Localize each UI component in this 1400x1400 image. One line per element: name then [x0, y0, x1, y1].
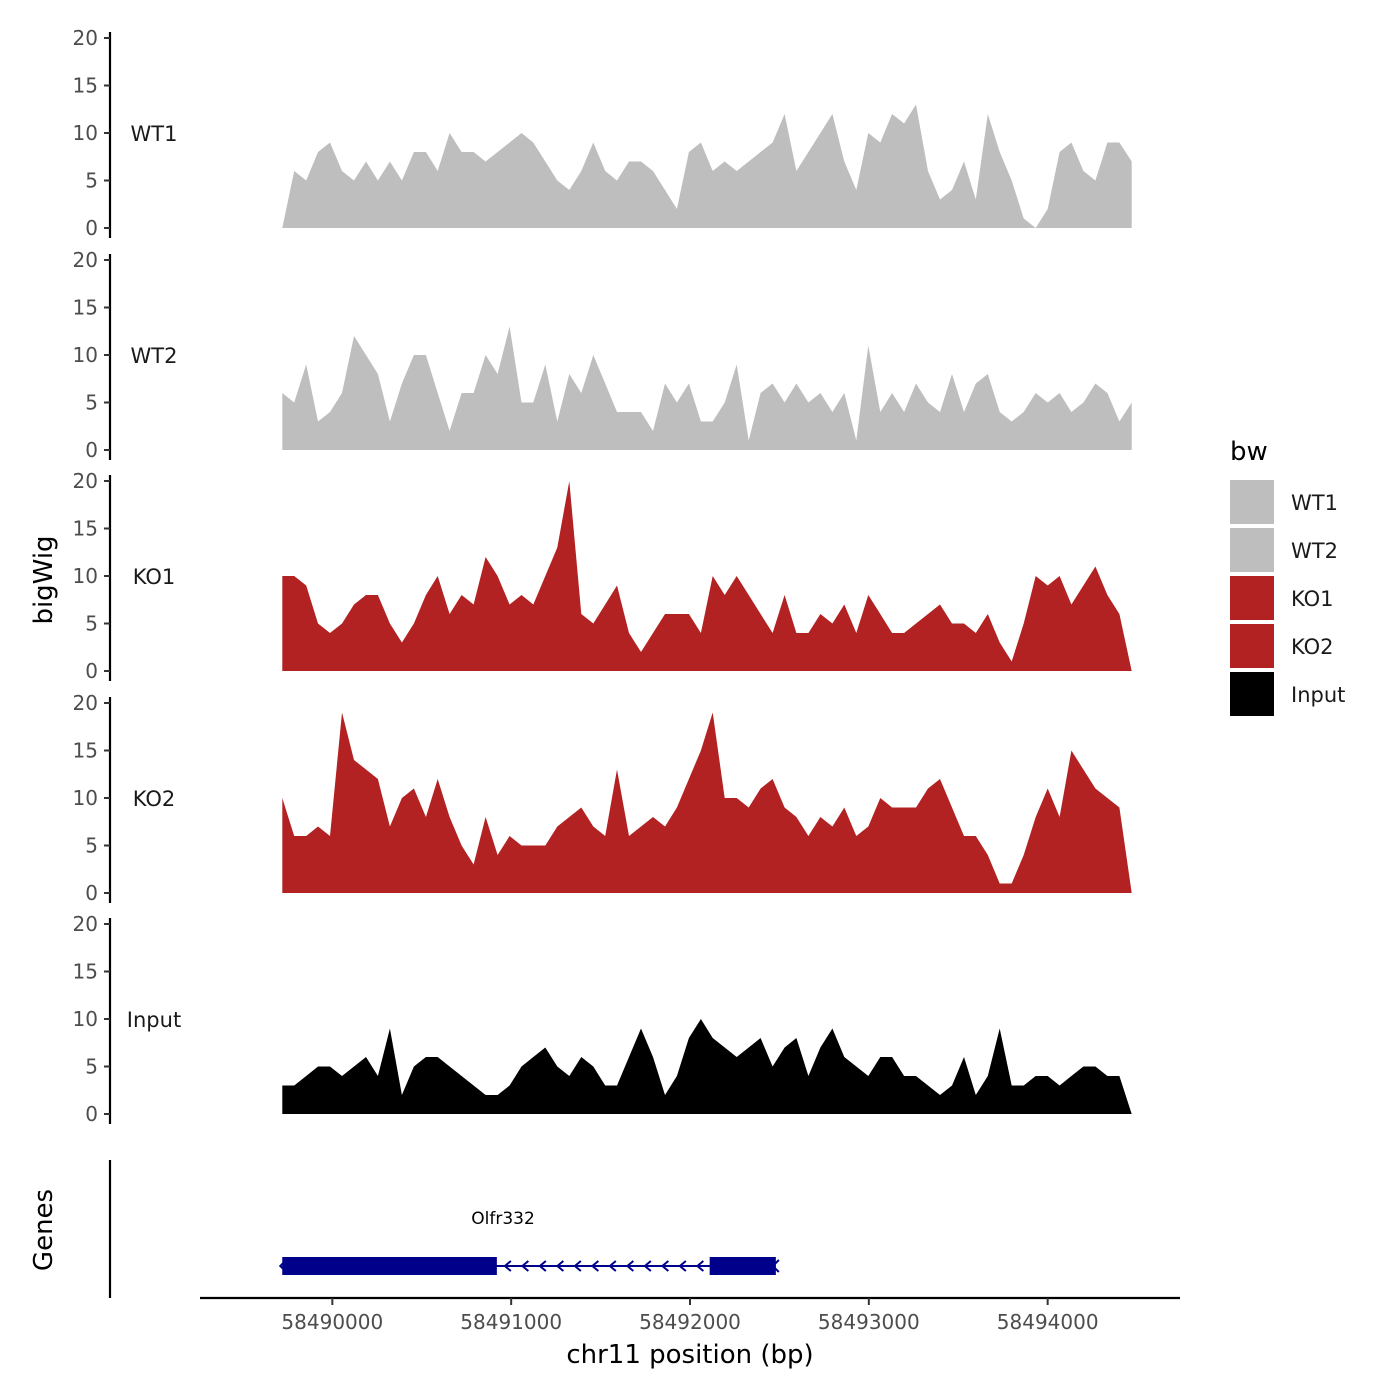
area-input — [282, 1019, 1132, 1114]
strand-arrow — [625, 1260, 635, 1272]
strand-arrow — [695, 1260, 705, 1272]
track-label-wt1: WT1 — [131, 122, 178, 146]
legend-key-ko1 — [1230, 576, 1274, 620]
x-tick-label: 58493000 — [818, 1310, 920, 1334]
strand-arrow — [660, 1260, 670, 1272]
x-axis: 58490000 58491000 58492000 58493000 58494000 — [200, 1296, 1180, 1334]
y-tick-label: 10 — [73, 564, 98, 588]
legend-key-wt2 — [1230, 528, 1274, 572]
strand-arrow — [643, 1260, 652, 1272]
x-tick-label: 58491000 — [460, 1310, 562, 1334]
x-tick-label: 58494000 — [997, 1310, 1099, 1334]
gene-olfr332: Olfr332 — [278, 1209, 780, 1275]
y-tick-label: 20 — [73, 469, 98, 493]
strand-arrow — [678, 1260, 687, 1272]
y-tick-label: 10 — [73, 1007, 98, 1031]
strand-arrow — [555, 1260, 565, 1272]
legend-key-ko2 — [1230, 624, 1274, 668]
y-tick-label: 0 — [85, 659, 98, 683]
track-ko1: 0 5 10 15 20 KO1 — [73, 469, 1132, 683]
genes-panel: Genes Olfr332 — [29, 1160, 780, 1298]
legend-label-wt1: WT1 — [1291, 491, 1338, 515]
y-tick-label: 20 — [73, 248, 98, 272]
y-tick-label: 15 — [73, 960, 98, 984]
legend-label-wt2: WT2 — [1291, 539, 1338, 563]
track-wt2: 0 5 10 15 20 WT2 — [73, 248, 1132, 462]
y-tick-label: 15 — [73, 296, 98, 320]
y-tick-label: 0 — [85, 438, 98, 462]
y-tick-label: 20 — [73, 691, 98, 715]
track-label-input: Input — [127, 1008, 181, 1032]
strand-arrow — [590, 1260, 600, 1272]
legend-key-input — [1230, 672, 1274, 716]
track-label-ko2: KO2 — [133, 787, 176, 811]
y-tick-label: 10 — [73, 343, 98, 367]
track-label-ko1: KO1 — [133, 565, 176, 589]
y-tick-label: 15 — [73, 517, 98, 541]
area-wt2 — [282, 326, 1132, 450]
genes-axis-title: Genes — [29, 1189, 59, 1271]
area-ko1 — [282, 481, 1132, 671]
legend-label-ko1: KO1 — [1291, 587, 1334, 611]
y-tick-label: 20 — [73, 912, 98, 936]
legend-label-input: Input — [1291, 683, 1345, 707]
y-tick-label: 10 — [73, 786, 98, 810]
area-wt1 — [282, 104, 1132, 228]
tracks-panel: 0 5 10 15 20 WT1 0 5 10 15 20 WT2 0 5 10 15 20 KO1 0 5 10 15 2… — [73, 26, 1132, 1126]
strand-arrow — [503, 1260, 512, 1272]
legend: bw WT1 WT2 KO1 KO2 Input — [1230, 437, 1345, 716]
legend-title: bw — [1230, 437, 1268, 467]
gene-exon — [282, 1257, 497, 1275]
y-tick-label: 0 — [85, 881, 98, 905]
x-tick-label: 58492000 — [639, 1310, 741, 1334]
track-wt1: 0 5 10 15 20 WT1 — [73, 26, 1132, 240]
y-tick-label: 15 — [73, 739, 98, 763]
x-axis-title: chr11 position (bp) — [566, 1340, 813, 1370]
y-tick-label: 20 — [73, 26, 98, 50]
y-tick-label: 0 — [85, 1102, 98, 1126]
strand-arrow — [608, 1260, 617, 1272]
y-tick-label: 5 — [85, 169, 98, 193]
x-tick-label: 58490000 — [281, 1310, 383, 1334]
track-input: 0 5 10 15 20 Input — [73, 912, 1132, 1126]
y-axis-title: bigWig — [29, 535, 59, 624]
y-tick-label: 5 — [85, 1055, 98, 1079]
legend-key-wt1 — [1230, 480, 1274, 524]
area-ko2 — [282, 712, 1132, 893]
strand-arrow — [573, 1260, 582, 1272]
track-label-wt2: WT2 — [131, 344, 178, 368]
y-tick-label: 10 — [73, 121, 98, 145]
gene-label: Olfr332 — [471, 1209, 535, 1229]
strand-arrow — [520, 1260, 530, 1272]
y-tick-label: 15 — [73, 74, 98, 98]
y-tick-label: 0 — [85, 216, 98, 240]
strand-arrow — [538, 1260, 547, 1272]
gene-exon — [709, 1257, 776, 1275]
track-ko2: 0 5 10 15 20 KO2 — [73, 691, 1132, 905]
y-tick-label: 5 — [85, 612, 98, 636]
legend-label-ko2: KO2 — [1291, 635, 1334, 659]
y-tick-label: 5 — [85, 834, 98, 858]
y-tick-label: 5 — [85, 391, 98, 415]
